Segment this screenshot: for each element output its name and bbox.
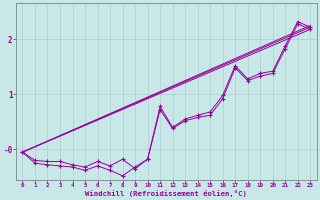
X-axis label: Windchill (Refroidissement éolien,°C): Windchill (Refroidissement éolien,°C) (85, 190, 247, 197)
